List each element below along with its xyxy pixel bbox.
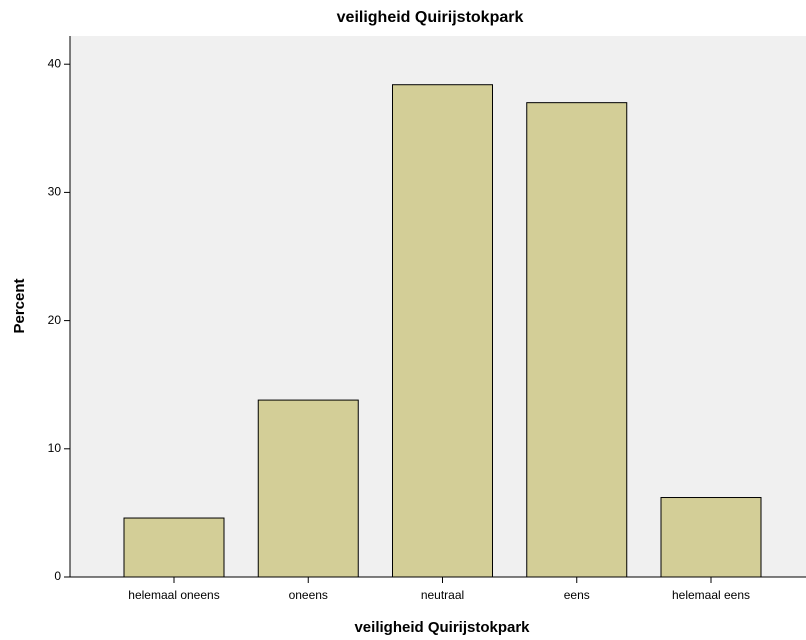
- x-tick-label: helemaal oneens: [128, 588, 219, 602]
- bar: [123, 517, 225, 578]
- y-tick-label: 20: [48, 313, 62, 327]
- bar: [660, 497, 762, 578]
- y-tick-label: 0: [54, 569, 61, 583]
- bar: [257, 399, 359, 578]
- x-tick-label: neutraal: [421, 588, 464, 602]
- x-tick-label: oneens: [289, 588, 328, 602]
- y-axis-title: Percent: [11, 278, 28, 333]
- bar: [526, 102, 628, 578]
- y-tick-label: 30: [48, 185, 62, 199]
- x-tick-label: helemaal eens: [672, 588, 750, 602]
- y-tick-label: 10: [48, 441, 62, 455]
- x-axis-title: veiligheid Quirijstokpark: [354, 619, 530, 636]
- y-tick-label: 40: [48, 56, 62, 70]
- chart-title: veiligheid Quirijstokpark: [337, 9, 524, 26]
- bar: [392, 84, 493, 578]
- x-tick-label: eens: [564, 588, 590, 602]
